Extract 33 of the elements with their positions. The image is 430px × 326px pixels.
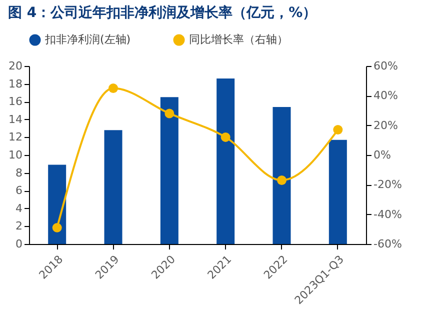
y2-tick-label: 40% [374, 89, 398, 102]
legend-label: 扣非净利润(左轴) [44, 33, 131, 46]
y-tick-label: 4 [16, 202, 22, 215]
point [52, 222, 62, 232]
y2-tick-label: 20% [374, 118, 398, 132]
y-tick-label: 2 [16, 220, 22, 233]
y-tick-label: 18 [8, 77, 22, 90]
y2-tick-label: -60% [374, 238, 402, 250]
bar [160, 97, 178, 244]
y2-tick-label: -40% [374, 208, 402, 221]
chart-title: 图 4：公司近年扣非净利润及增长率（亿元，%） [8, 4, 317, 21]
bar [104, 130, 122, 244]
y2-tick-label: 0% [374, 148, 391, 162]
bar [272, 106, 291, 244]
point [220, 132, 230, 142]
y-tick-label: 0 [16, 238, 22, 250]
bar [328, 140, 347, 244]
y-tick-label: 6 [16, 184, 22, 198]
y-tick-label: 12 [8, 130, 22, 144]
point [333, 125, 343, 135]
y2-tick-label: -20% [374, 178, 402, 192]
bar [48, 164, 66, 244]
point [164, 108, 174, 118]
y2-tick-label: 60% [374, 60, 398, 72]
y-tick-label: 16 [8, 95, 22, 108]
legend-label: 同比增长率（右轴） [189, 33, 288, 46]
y-tick-label: 20 [8, 60, 22, 72]
y-tick-label: 8 [16, 166, 22, 180]
bar [216, 78, 235, 244]
y-tick-label: 14 [8, 112, 22, 126]
point [277, 175, 286, 185]
y-tick-label: 10 [8, 148, 22, 162]
point [108, 84, 118, 93]
